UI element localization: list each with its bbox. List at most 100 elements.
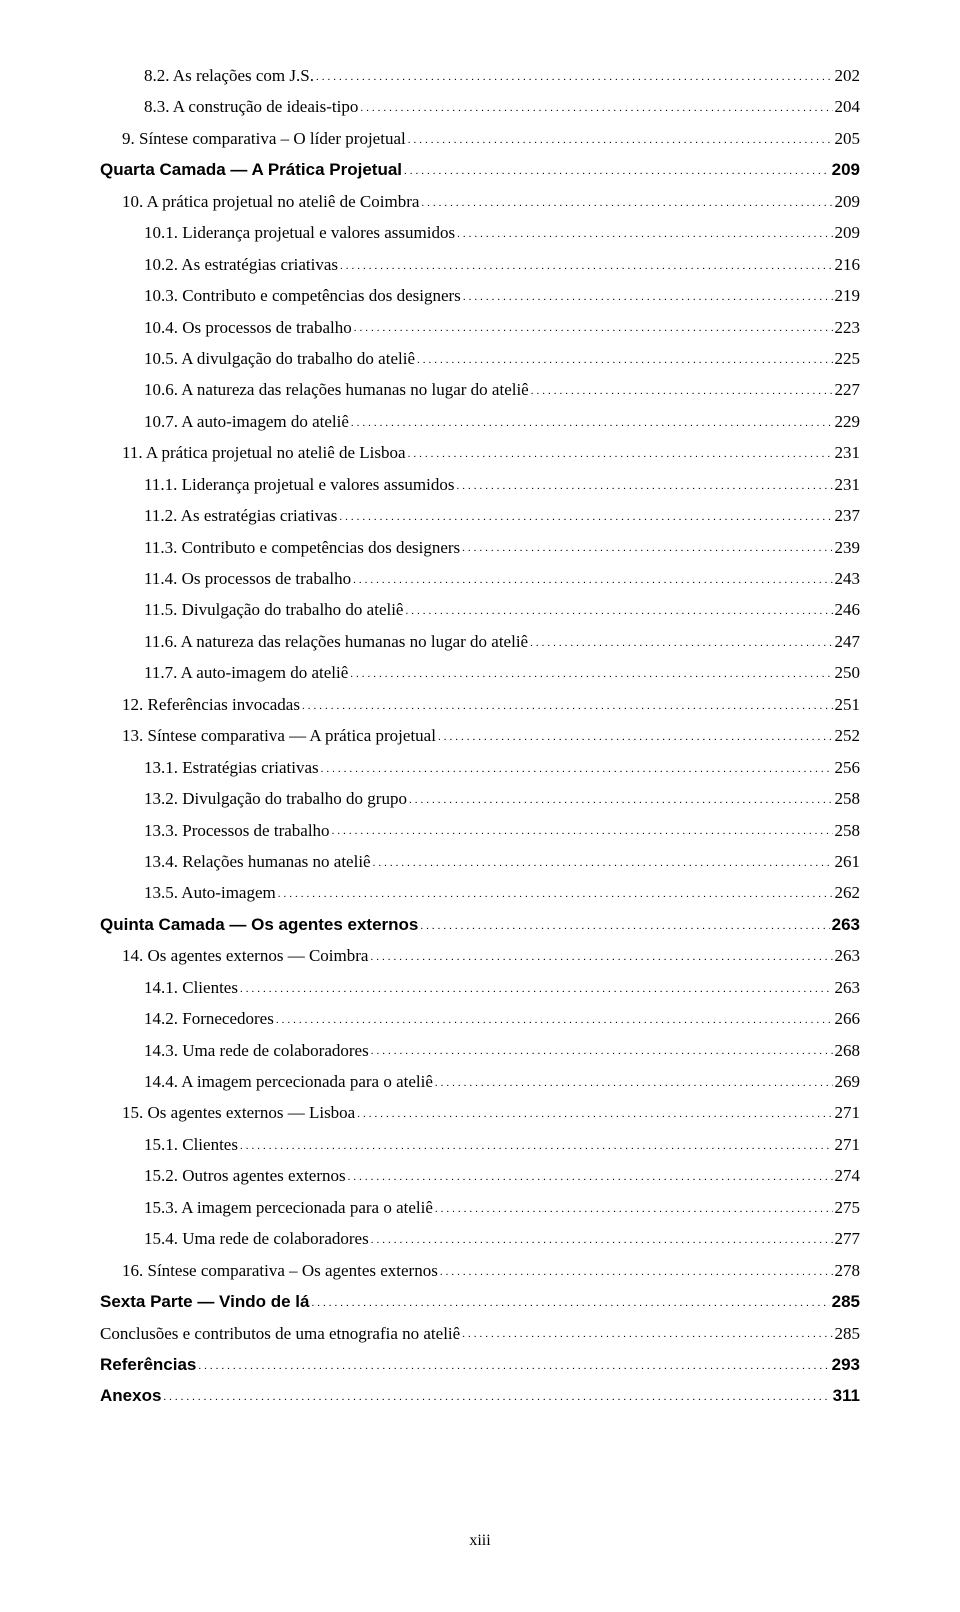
- toc-leader-dots: [353, 563, 832, 594]
- toc-entry: 13.2. Divulgação do trabalho do grupo258: [100, 783, 860, 814]
- toc-entry: Quinta Camada — Os agentes externos263: [100, 909, 860, 940]
- toc-entry-page: 278: [835, 1255, 861, 1286]
- toc-entry-page: 223: [835, 312, 861, 343]
- toc-leader-dots: [340, 249, 832, 280]
- toc-entry-page: 252: [835, 720, 861, 751]
- toc-entry-page: 246: [835, 594, 861, 625]
- toc-leader-dots: [408, 123, 833, 154]
- toc-entry-label: 11.3. Contributo e competências dos desi…: [144, 532, 460, 563]
- table-of-contents: 8.2. As relações com J.S.2028.3. A const…: [100, 60, 860, 1412]
- toc-entry: 16. Síntese comparativa – Os agentes ext…: [100, 1255, 860, 1286]
- toc-entry-page: 263: [835, 940, 861, 971]
- toc-entry: 13.5. Auto-imagem 262: [100, 877, 860, 908]
- toc-leader-dots: [370, 940, 832, 971]
- toc-entry-label: 14. Os agentes externos — Coimbra: [122, 940, 368, 971]
- page-number: xiii: [100, 1532, 860, 1550]
- toc-entry-label: 13. Síntese comparativa — A prática proj…: [122, 720, 436, 751]
- toc-entry: 14.1. Clientes 263: [100, 972, 860, 1003]
- toc-entry-page: 293: [832, 1349, 860, 1380]
- toc-leader-dots: [371, 1035, 833, 1066]
- toc-entry: 14.4. A imagem percecionada para o ateli…: [100, 1066, 860, 1097]
- toc-leader-dots: [240, 972, 833, 1003]
- toc-entry: 14.2. Fornecedores266: [100, 1003, 860, 1034]
- toc-entry-label: 10.1. Liderança projetual e valores assu…: [144, 217, 455, 248]
- toc-entry-page: 262: [835, 877, 861, 908]
- toc-entry-label: 10. A prática projetual no ateliê de Coi…: [122, 186, 419, 217]
- toc-entry: 11.4. Os processos de trabalho243: [100, 563, 860, 594]
- toc-entry-page: 258: [835, 783, 861, 814]
- toc-entry-page: 269: [835, 1066, 861, 1097]
- toc-entry: 14.3. Uma rede de colaboradores268: [100, 1035, 860, 1066]
- toc-entry-label: 8.3. A construção de ideais-tipo: [144, 91, 358, 122]
- toc-entry: Conclusões e contributos de uma etnograf…: [100, 1318, 860, 1349]
- toc-entry-label: 16. Síntese comparativa – Os agentes ext…: [122, 1255, 438, 1286]
- toc-leader-dots: [348, 1160, 833, 1191]
- toc-entry: 13.1. Estratégias criativas256: [100, 752, 860, 783]
- toc-leader-dots: [405, 594, 832, 625]
- toc-entry-label: 13.1. Estratégias criativas: [144, 752, 319, 783]
- toc-leader-dots: [435, 1192, 833, 1223]
- toc-entry: 11.6. A natureza das relações humanas no…: [100, 626, 860, 657]
- toc-leader-dots: [240, 1129, 833, 1160]
- toc-entry-label: 13.3. Processos de trabalho: [144, 815, 330, 846]
- toc-leader-dots: [360, 91, 832, 122]
- toc-leader-dots: [435, 1066, 833, 1097]
- toc-leader-dots: [409, 783, 833, 814]
- toc-entry: 15. Os agentes externos — Lisboa271: [100, 1097, 860, 1128]
- toc-entry-page: 231: [835, 437, 861, 468]
- toc-entry: Anexos311: [100, 1380, 860, 1411]
- toc-entry-label: 14.4. A imagem percecionada para o ateli…: [144, 1066, 433, 1097]
- toc-entry: 11.5. Divulgação do trabalho do ateliê24…: [100, 594, 860, 625]
- toc-entry-page: 209: [835, 217, 861, 248]
- toc-entry-label: Sexta Parte — Vindo de lá: [100, 1286, 309, 1317]
- toc-entry-label: 8.2. As relações com J.S.: [144, 60, 314, 91]
- toc-entry-page: 263: [835, 972, 861, 1003]
- toc-leader-dots: [321, 752, 833, 783]
- toc-entry-label: 15.1. Clientes: [144, 1129, 238, 1160]
- toc-entry-page: 250: [835, 657, 861, 688]
- toc-entry: 14. Os agentes externos — Coimbra 263: [100, 940, 860, 971]
- toc-entry: 12. Referências invocadas251: [100, 689, 860, 720]
- toc-leader-dots: [531, 374, 833, 405]
- toc-entry-label: 11. A prática projetual no ateliê de Lis…: [122, 437, 406, 468]
- toc-entry-label: 15.4. Uma rede de colaboradores: [144, 1223, 369, 1254]
- toc-entry-label: 11.1. Liderança projetual e valores assu…: [144, 469, 454, 500]
- toc-entry-page: 266: [835, 1003, 861, 1034]
- toc-entry-label: 15. Os agentes externos — Lisboa: [122, 1097, 355, 1128]
- toc-leader-dots: [302, 689, 833, 720]
- toc-entry-label: Conclusões e contributos de uma etnograf…: [100, 1318, 460, 1349]
- toc-entry: 9. Síntese comparativa – O líder projetu…: [100, 123, 860, 154]
- toc-entry: 11. A prática projetual no ateliê de Lis…: [100, 437, 860, 468]
- toc-entry: 10.6. A natureza das relações humanas no…: [100, 374, 860, 405]
- toc-entry: 13.4. Relações humanas no ateliê261: [100, 846, 860, 877]
- toc-entry: 10.1. Liderança projetual e valores assu…: [100, 217, 860, 248]
- toc-entry-label: 14.1. Clientes: [144, 972, 238, 1003]
- toc-entry: 15.4. Uma rede de colaboradores277: [100, 1223, 860, 1254]
- toc-entry-label: Quarta Camada — A Prática Projetual: [100, 154, 402, 185]
- toc-entry: 13. Síntese comparativa — A prática proj…: [100, 720, 860, 751]
- toc-entry-label: 15.2. Outros agentes externos: [144, 1160, 346, 1191]
- toc-entry-label: 11.6. A natureza das relações humanas no…: [144, 626, 528, 657]
- toc-leader-dots: [438, 720, 833, 751]
- toc-entry: 11.1. Liderança projetual e valores assu…: [100, 469, 860, 500]
- toc-entry-label: 13.5. Auto-imagem: [144, 877, 276, 908]
- toc-entry-page: 285: [835, 1318, 861, 1349]
- toc-entry-page: 216: [835, 249, 861, 280]
- toc-leader-dots: [404, 154, 830, 185]
- toc-entry: Quarta Camada — A Prática Projetual209: [100, 154, 860, 185]
- toc-entry-label: Referências: [100, 1349, 196, 1380]
- toc-leader-dots: [408, 437, 833, 468]
- toc-entry-page: 311: [833, 1380, 860, 1411]
- toc-entry-label: Quinta Camada — Os agentes externos: [100, 909, 418, 940]
- toc-leader-dots: [420, 909, 829, 940]
- toc-leader-dots: [462, 1318, 832, 1349]
- toc-leader-dots: [351, 406, 833, 437]
- toc-entry: 10.3. Contributo e competências dos desi…: [100, 280, 860, 311]
- toc-leader-dots: [311, 1286, 829, 1317]
- toc-entry-page: 274: [835, 1160, 861, 1191]
- toc-entry-label: 11.4. Os processos de trabalho: [144, 563, 351, 594]
- toc-leader-dots: [457, 217, 832, 248]
- toc-entry: 10.4. Os processos de trabalho223: [100, 312, 860, 343]
- toc-leader-dots: [456, 469, 832, 500]
- toc-leader-dots: [357, 1097, 832, 1128]
